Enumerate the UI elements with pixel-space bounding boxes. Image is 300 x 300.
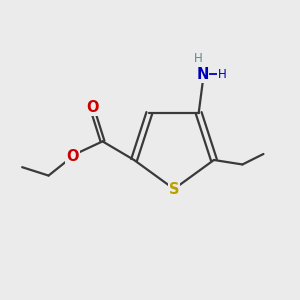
Text: O: O [66, 149, 79, 164]
Text: N: N [197, 67, 209, 82]
Text: H: H [218, 68, 227, 80]
Text: H: H [194, 52, 202, 65]
Text: S: S [169, 182, 179, 196]
Text: O: O [86, 100, 98, 115]
